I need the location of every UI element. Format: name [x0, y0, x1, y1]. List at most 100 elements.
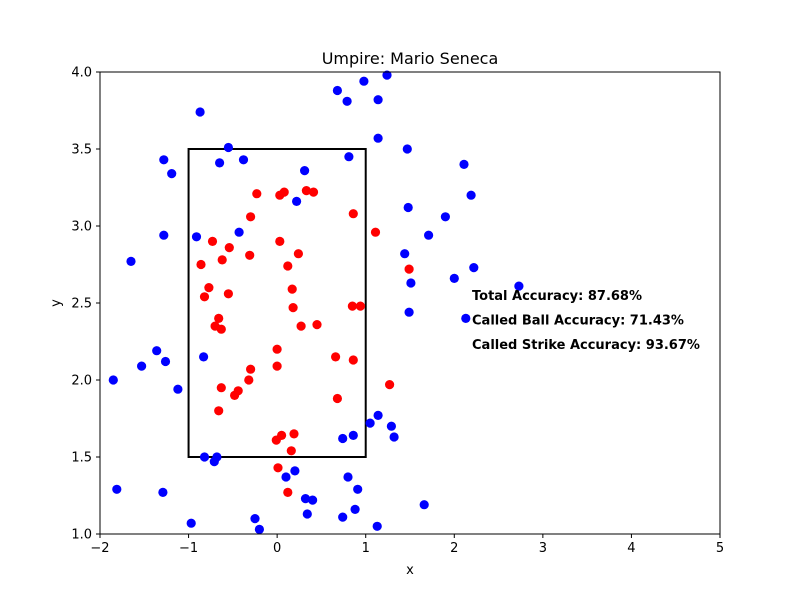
pitch-point	[300, 166, 310, 176]
pitch-point	[246, 364, 256, 374]
pitch-point	[137, 361, 147, 371]
pitch-point	[466, 190, 476, 200]
pitch-point	[406, 278, 416, 288]
pitch-point	[461, 313, 471, 323]
pitch-point	[343, 472, 353, 482]
pitch-point	[350, 504, 360, 514]
pitch-point	[216, 383, 226, 393]
x-axis-label: x	[406, 563, 414, 578]
x-tick-label: 1	[362, 541, 370, 556]
y-axis-label: y	[49, 299, 64, 307]
pitch-point	[159, 155, 169, 165]
pitch-point	[400, 249, 410, 259]
pitch-point	[348, 430, 358, 440]
pitch-point	[230, 390, 240, 400]
pitch-point	[173, 384, 183, 394]
pitch-point	[440, 212, 450, 222]
pitch-point	[331, 352, 341, 362]
pitch-point	[372, 521, 382, 531]
pitch-point	[373, 133, 383, 143]
pitch-point	[196, 259, 206, 270]
pitch-point	[108, 375, 118, 385]
y-tick-label: 1.0	[71, 528, 92, 543]
pitch-point	[199, 452, 210, 462]
pitch-point	[382, 70, 392, 80]
pitch-point	[272, 361, 282, 371]
pitch-point	[449, 273, 459, 283]
pitch-point	[273, 463, 283, 473]
pitch-point	[338, 433, 348, 444]
pitch-point	[195, 107, 205, 117]
accuracy-annotation: Total Accuracy: 87.68%	[472, 289, 642, 304]
strike-zone-box	[187, 148, 367, 458]
pitch-point	[275, 236, 285, 246]
pitch-point	[293, 249, 303, 259]
pitch-point	[245, 250, 255, 260]
x-tick-label: 2	[450, 541, 458, 556]
plot-area	[108, 70, 524, 535]
pitch-point	[292, 196, 302, 206]
pitch-point	[199, 292, 210, 302]
x-tick-label: −2	[90, 541, 109, 556]
pitch-point	[283, 487, 293, 497]
pitch-point	[209, 457, 219, 467]
pitch-point	[283, 261, 293, 271]
pitch-point	[355, 301, 365, 311]
x-tick-label: 4	[627, 541, 635, 556]
pitch-point	[402, 144, 412, 154]
pitch-point	[373, 95, 383, 105]
pitch-point	[347, 301, 357, 311]
pitch-point	[348, 209, 358, 219]
pitch-point	[288, 303, 298, 313]
pitch-point	[158, 487, 168, 497]
pitch-point	[385, 380, 395, 390]
pitch-point	[112, 484, 122, 494]
pitch-point	[271, 435, 281, 445]
pitch-point	[252, 189, 262, 199]
pitch-point	[224, 243, 234, 253]
pitch-point	[370, 227, 381, 237]
x-tick-label: 5	[716, 541, 724, 556]
pitch-point	[199, 352, 209, 362]
pitch-point	[342, 96, 352, 106]
pitch-point	[289, 429, 299, 439]
pitch-point	[338, 512, 348, 522]
pitch-point	[223, 289, 233, 299]
accuracy-annotation: Called Strike Accuracy: 93.67%	[472, 338, 700, 353]
pitch-point	[389, 432, 399, 442]
pitch-point	[404, 264, 414, 274]
y-tick-label: 3.5	[71, 143, 92, 158]
pitch-point	[216, 324, 226, 334]
pitch-point	[424, 230, 434, 240]
pitch-point	[279, 187, 289, 197]
pitch-point	[286, 446, 296, 456]
y-tick-label: 1.5	[71, 451, 92, 466]
y-axis-ticks: 1.0 1.5 2.0 2.5 3.0 3.5 4.0	[71, 66, 100, 543]
pitch-point	[250, 514, 260, 524]
pitch-point	[272, 344, 282, 354]
pitch-point	[215, 158, 225, 168]
accuracy-annotation: Called Ball Accuracy: 71.43%	[472, 313, 684, 328]
pitch-point	[469, 263, 479, 273]
pitch-point	[191, 232, 202, 242]
pitch-point	[159, 230, 169, 240]
y-tick-label: 4.0	[71, 66, 92, 81]
pitch-point	[419, 500, 429, 510]
pitch-point	[403, 202, 413, 213]
pitch-point	[254, 524, 264, 535]
pitch-point	[167, 169, 177, 179]
pitch-point	[308, 187, 319, 197]
pitch-point	[312, 320, 322, 330]
pitch-point	[302, 509, 312, 519]
pitch-point	[365, 418, 375, 428]
pitch-point	[404, 307, 414, 317]
pitch-point	[207, 236, 218, 246]
accuracy-annotations: Total Accuracy: 87.68% Called Ball Accura…	[472, 289, 700, 353]
y-tick-label: 2.0	[71, 374, 92, 389]
pitch-point	[244, 375, 254, 385]
pitch-point	[160, 356, 171, 367]
pitch-point	[359, 76, 369, 86]
pitch-point	[238, 155, 249, 165]
y-tick-label: 2.5	[71, 297, 92, 312]
